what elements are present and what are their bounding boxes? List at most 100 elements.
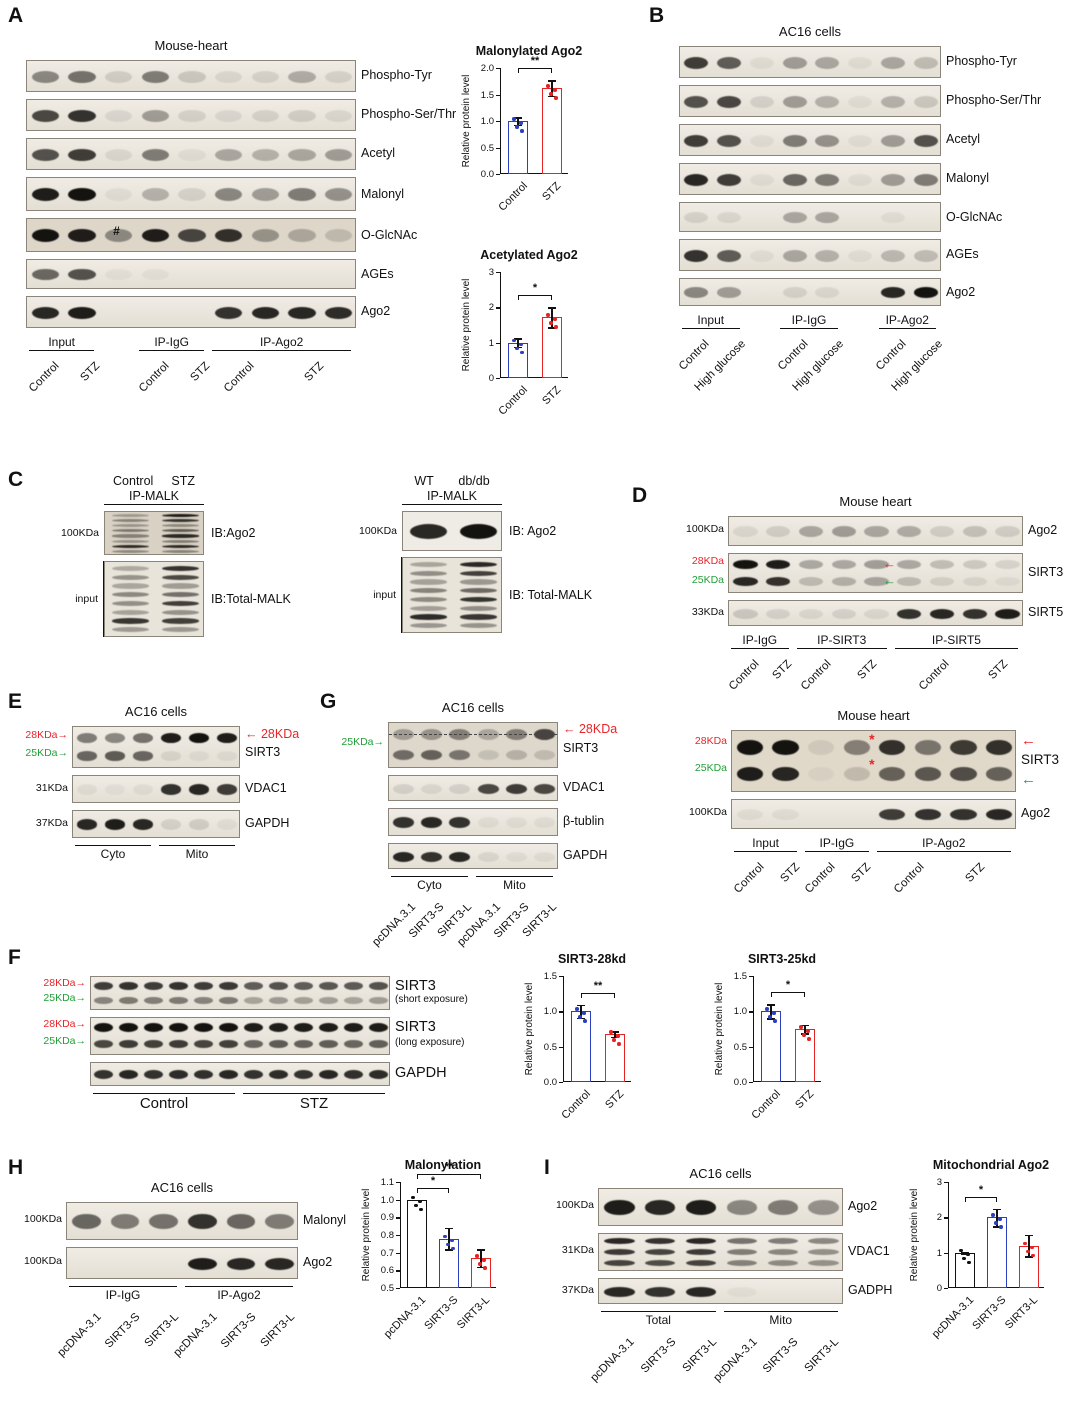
blot-band xyxy=(717,287,742,299)
data-point xyxy=(478,1261,482,1266)
blot-band xyxy=(194,996,213,1005)
x-tick-label: STZ xyxy=(540,180,564,204)
blot-band xyxy=(144,1023,163,1033)
kda-markers: 28KDa 25KDa xyxy=(676,730,731,792)
error-bar xyxy=(480,1249,482,1267)
lane-label: Control xyxy=(916,658,952,693)
chart-title: Malonylated Ago2 xyxy=(475,44,583,58)
error-cap xyxy=(1025,1235,1033,1237)
lane-label: SIRT3-S xyxy=(102,1311,143,1351)
kda-label: 100KDa xyxy=(359,525,397,537)
kda-label: 25KDa→ xyxy=(43,1035,86,1048)
lane-groups: IP-IgG IP-SIRT3 IP-SIRT5 xyxy=(728,633,1023,654)
lane-group-label: Control xyxy=(139,1095,189,1112)
co-ip-block-stz: Control STZ IP-MALK 100KDa IB:Ago2 input… xyxy=(42,474,291,637)
blot-strip xyxy=(66,1202,298,1240)
blot-band xyxy=(110,1214,140,1229)
blot-band xyxy=(178,188,206,202)
blot-strip xyxy=(728,600,1023,626)
blot-band xyxy=(449,817,471,829)
blot-band xyxy=(104,732,126,743)
panel-I: I AC16 cells 100KDa Ago2 31KDa VDAC1 37KDa GAD… xyxy=(530,1156,1080,1401)
blot-band xyxy=(111,514,149,518)
kda-label: 25KDa xyxy=(691,573,724,586)
bar xyxy=(407,1199,427,1288)
blot-band xyxy=(766,577,791,586)
lane-group: IP-Ago2 xyxy=(185,1286,293,1302)
blot-row: 37KDa GAPDH xyxy=(8,810,312,838)
blot-band xyxy=(685,1200,717,1215)
data-point xyxy=(419,1207,423,1212)
sig-bracket xyxy=(581,992,615,998)
kda-label: 28KDa→ xyxy=(43,976,86,989)
x-tick-label: pcDNA-3.1 xyxy=(381,1294,429,1341)
blot-band xyxy=(188,751,210,761)
blot-band xyxy=(392,783,414,794)
blot-band xyxy=(31,109,59,122)
blot-strip xyxy=(598,1278,843,1304)
blot-band xyxy=(319,981,338,990)
col-label: Control xyxy=(113,474,154,488)
blot-row: input IB: Total-MALK xyxy=(340,557,592,633)
col-label: db/db xyxy=(458,474,490,488)
blot-band xyxy=(766,526,791,538)
blot-band xyxy=(144,981,163,990)
blot-band xyxy=(831,608,856,619)
error-bar xyxy=(996,1208,998,1227)
error-cap xyxy=(1025,1256,1033,1258)
blot-band xyxy=(215,70,243,83)
lane-group-label: Input xyxy=(697,313,725,327)
blot-row: Acetyl xyxy=(26,138,474,170)
error-bar xyxy=(551,307,553,328)
data-point xyxy=(512,338,516,343)
data-point xyxy=(994,1221,998,1225)
blot-strip xyxy=(388,808,558,836)
error-cap xyxy=(993,1208,1001,1210)
blot-band xyxy=(736,739,763,755)
input-label: input xyxy=(42,561,104,637)
blot-label: Phospho-Tyr xyxy=(356,60,474,92)
blot-label: ← 28KDa SIRT3 xyxy=(558,722,630,768)
blot-band xyxy=(119,1040,138,1049)
blot-band xyxy=(111,583,149,589)
blot-strip xyxy=(679,202,941,232)
blot-row: 28KDa 25KDa * * ← SIRT3 ← xyxy=(676,730,1080,792)
blot-strip xyxy=(26,259,356,289)
blot-band xyxy=(325,148,353,161)
blot-band xyxy=(104,751,126,761)
blot-band xyxy=(848,249,873,262)
blot-band xyxy=(119,996,138,1005)
blot-band xyxy=(459,605,497,611)
blot-row: 33KDa SIRT5 xyxy=(676,600,1079,626)
y-tick xyxy=(496,147,500,149)
kda-label: 28KDa xyxy=(694,734,727,747)
blot-band xyxy=(369,1040,388,1049)
blot-band xyxy=(319,1070,338,1080)
blot-band xyxy=(68,109,96,122)
lane-group-label: Input xyxy=(48,335,76,349)
lane-label: SIRT3-L xyxy=(142,1311,181,1350)
kda-markers xyxy=(330,808,388,836)
blot-band xyxy=(950,766,977,781)
blot-band xyxy=(31,229,59,243)
blot-band xyxy=(104,784,126,796)
lane-label: STZ xyxy=(963,861,988,885)
blot-band xyxy=(251,306,279,319)
blot-strip xyxy=(679,239,941,271)
y-tick-label: 0.0 xyxy=(543,1077,557,1088)
lane-group: Total xyxy=(601,1311,716,1327)
lane-label: SIRT3-S xyxy=(218,1311,259,1351)
blot-band xyxy=(288,229,316,243)
data-point xyxy=(768,1015,772,1019)
blot-band xyxy=(766,559,791,570)
blot-band xyxy=(962,577,987,586)
blot-band xyxy=(288,148,316,161)
blot-band xyxy=(161,549,199,553)
blot-band xyxy=(194,1070,213,1080)
kda-label: 100KDa xyxy=(24,1255,62,1268)
kda-markers: 100KDa xyxy=(676,799,731,829)
data-point xyxy=(482,1257,486,1262)
blot-band xyxy=(604,1249,635,1256)
data-point xyxy=(616,1033,620,1038)
y-tick xyxy=(559,1082,563,1084)
